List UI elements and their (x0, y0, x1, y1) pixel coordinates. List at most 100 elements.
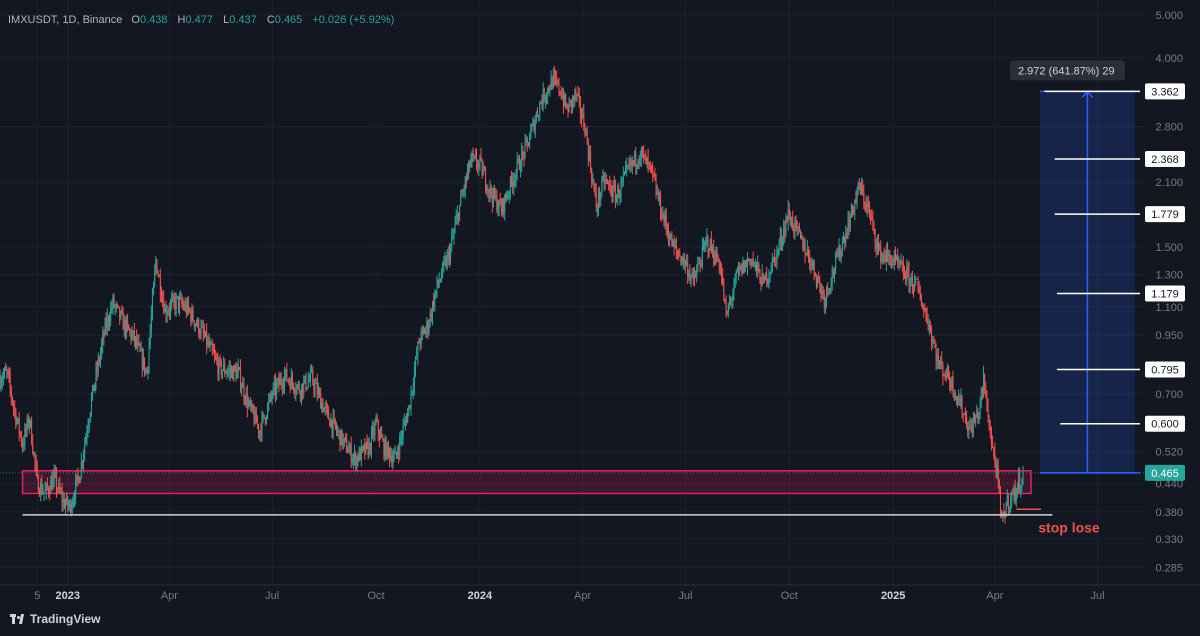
candle-body (551, 77, 553, 88)
candle-body (368, 443, 370, 456)
candle-body (751, 260, 753, 264)
candle-body (929, 325, 931, 330)
candle-body (923, 307, 925, 309)
candle-body (151, 294, 153, 315)
y-tick-label: 1.300 (1155, 270, 1183, 282)
candle-body (340, 430, 342, 446)
candle-body (796, 221, 798, 229)
candle-body (127, 320, 129, 326)
candle-body (811, 262, 813, 267)
tradingview-logo[interactable]: TradingView (10, 612, 100, 626)
candle-body (4, 369, 6, 375)
candle-body (31, 420, 33, 444)
candle-body (224, 364, 226, 374)
candle-body (830, 283, 832, 289)
candle-body (791, 217, 793, 225)
candle-body (595, 192, 597, 209)
candle-body (268, 400, 270, 405)
candle-body (854, 200, 856, 213)
target-price-box (1145, 150, 1185, 167)
candle-body (307, 380, 309, 388)
candle-body (130, 331, 132, 339)
candle-body (50, 480, 52, 494)
candle-body (496, 195, 498, 211)
candle-body (382, 437, 384, 441)
candle-body (558, 80, 560, 92)
candle-body (678, 253, 680, 256)
candle-body (707, 236, 709, 251)
candle-body (284, 374, 286, 386)
candle-body (104, 320, 106, 337)
candle-body (242, 383, 244, 388)
candle-body (611, 193, 613, 197)
candle-body (987, 402, 989, 421)
candle-body (87, 426, 89, 433)
candle-body (103, 334, 105, 337)
candle-body (118, 305, 120, 307)
candle-body (64, 503, 66, 508)
candle-body (988, 420, 990, 429)
candle-body (812, 260, 814, 263)
candle-body (655, 180, 657, 194)
candle-body (686, 262, 688, 264)
candle-body (321, 402, 323, 409)
candle-body (486, 187, 488, 192)
y-tick-label: 2.800 (1155, 122, 1183, 134)
candle-body (106, 317, 108, 329)
candle-body (114, 306, 116, 308)
candle-body (885, 250, 887, 262)
candle-body (220, 360, 222, 375)
y-tick-label: 0.330 (1155, 534, 1183, 546)
candle-body (244, 397, 246, 402)
candle-body (602, 176, 604, 180)
candle-body (185, 304, 187, 313)
candle-body (530, 130, 532, 140)
candle-body (23, 444, 25, 447)
candle-body (627, 165, 629, 167)
candle-body (305, 376, 307, 389)
candle-body (230, 368, 232, 372)
candle-body (847, 219, 849, 237)
time-axis[interactable]: 5 2023 Apr Jul Oct 2024 Apr Jul Oct 2025 Apr Jul (34, 590, 1104, 602)
candle-body (1020, 485, 1022, 490)
candle-body (109, 321, 111, 324)
candle-body (574, 91, 576, 100)
candle-body (267, 404, 269, 418)
candle-body (833, 271, 835, 274)
candle-body (566, 107, 568, 109)
candle-body (555, 76, 557, 79)
candle-body (577, 94, 579, 96)
candle-body (845, 233, 847, 244)
price-axis[interactable]: 5.000 4.000 2.800 2.100 1.500 1.300 1.100 0.950… (1145, 10, 1185, 574)
candle-body (326, 407, 328, 410)
candle-body (994, 451, 996, 462)
candle-body (0, 382, 2, 387)
candle-body (448, 251, 450, 262)
candle-body (430, 312, 432, 318)
candle-body (782, 240, 784, 243)
candle-body (1003, 512, 1005, 516)
candle-body (291, 376, 293, 384)
candle-body (461, 195, 463, 197)
candle-body (312, 370, 314, 383)
candle-body (787, 208, 789, 222)
candle-body (228, 368, 230, 371)
target-price-box (1145, 206, 1185, 223)
candle-body (42, 492, 44, 494)
candle-body (567, 107, 569, 113)
candle-body (472, 154, 474, 157)
candle-body (61, 492, 63, 503)
candle-body (924, 308, 926, 311)
candle-body (221, 370, 223, 375)
candle-body (972, 418, 974, 434)
candle-body (380, 433, 382, 439)
candle-body (464, 177, 466, 191)
candle-body (55, 474, 57, 490)
candle-body (805, 254, 807, 256)
candle-body (15, 410, 17, 424)
candle-body (527, 142, 529, 146)
candle-body (642, 148, 644, 153)
candle-body (341, 430, 343, 446)
candle-body (763, 276, 765, 280)
